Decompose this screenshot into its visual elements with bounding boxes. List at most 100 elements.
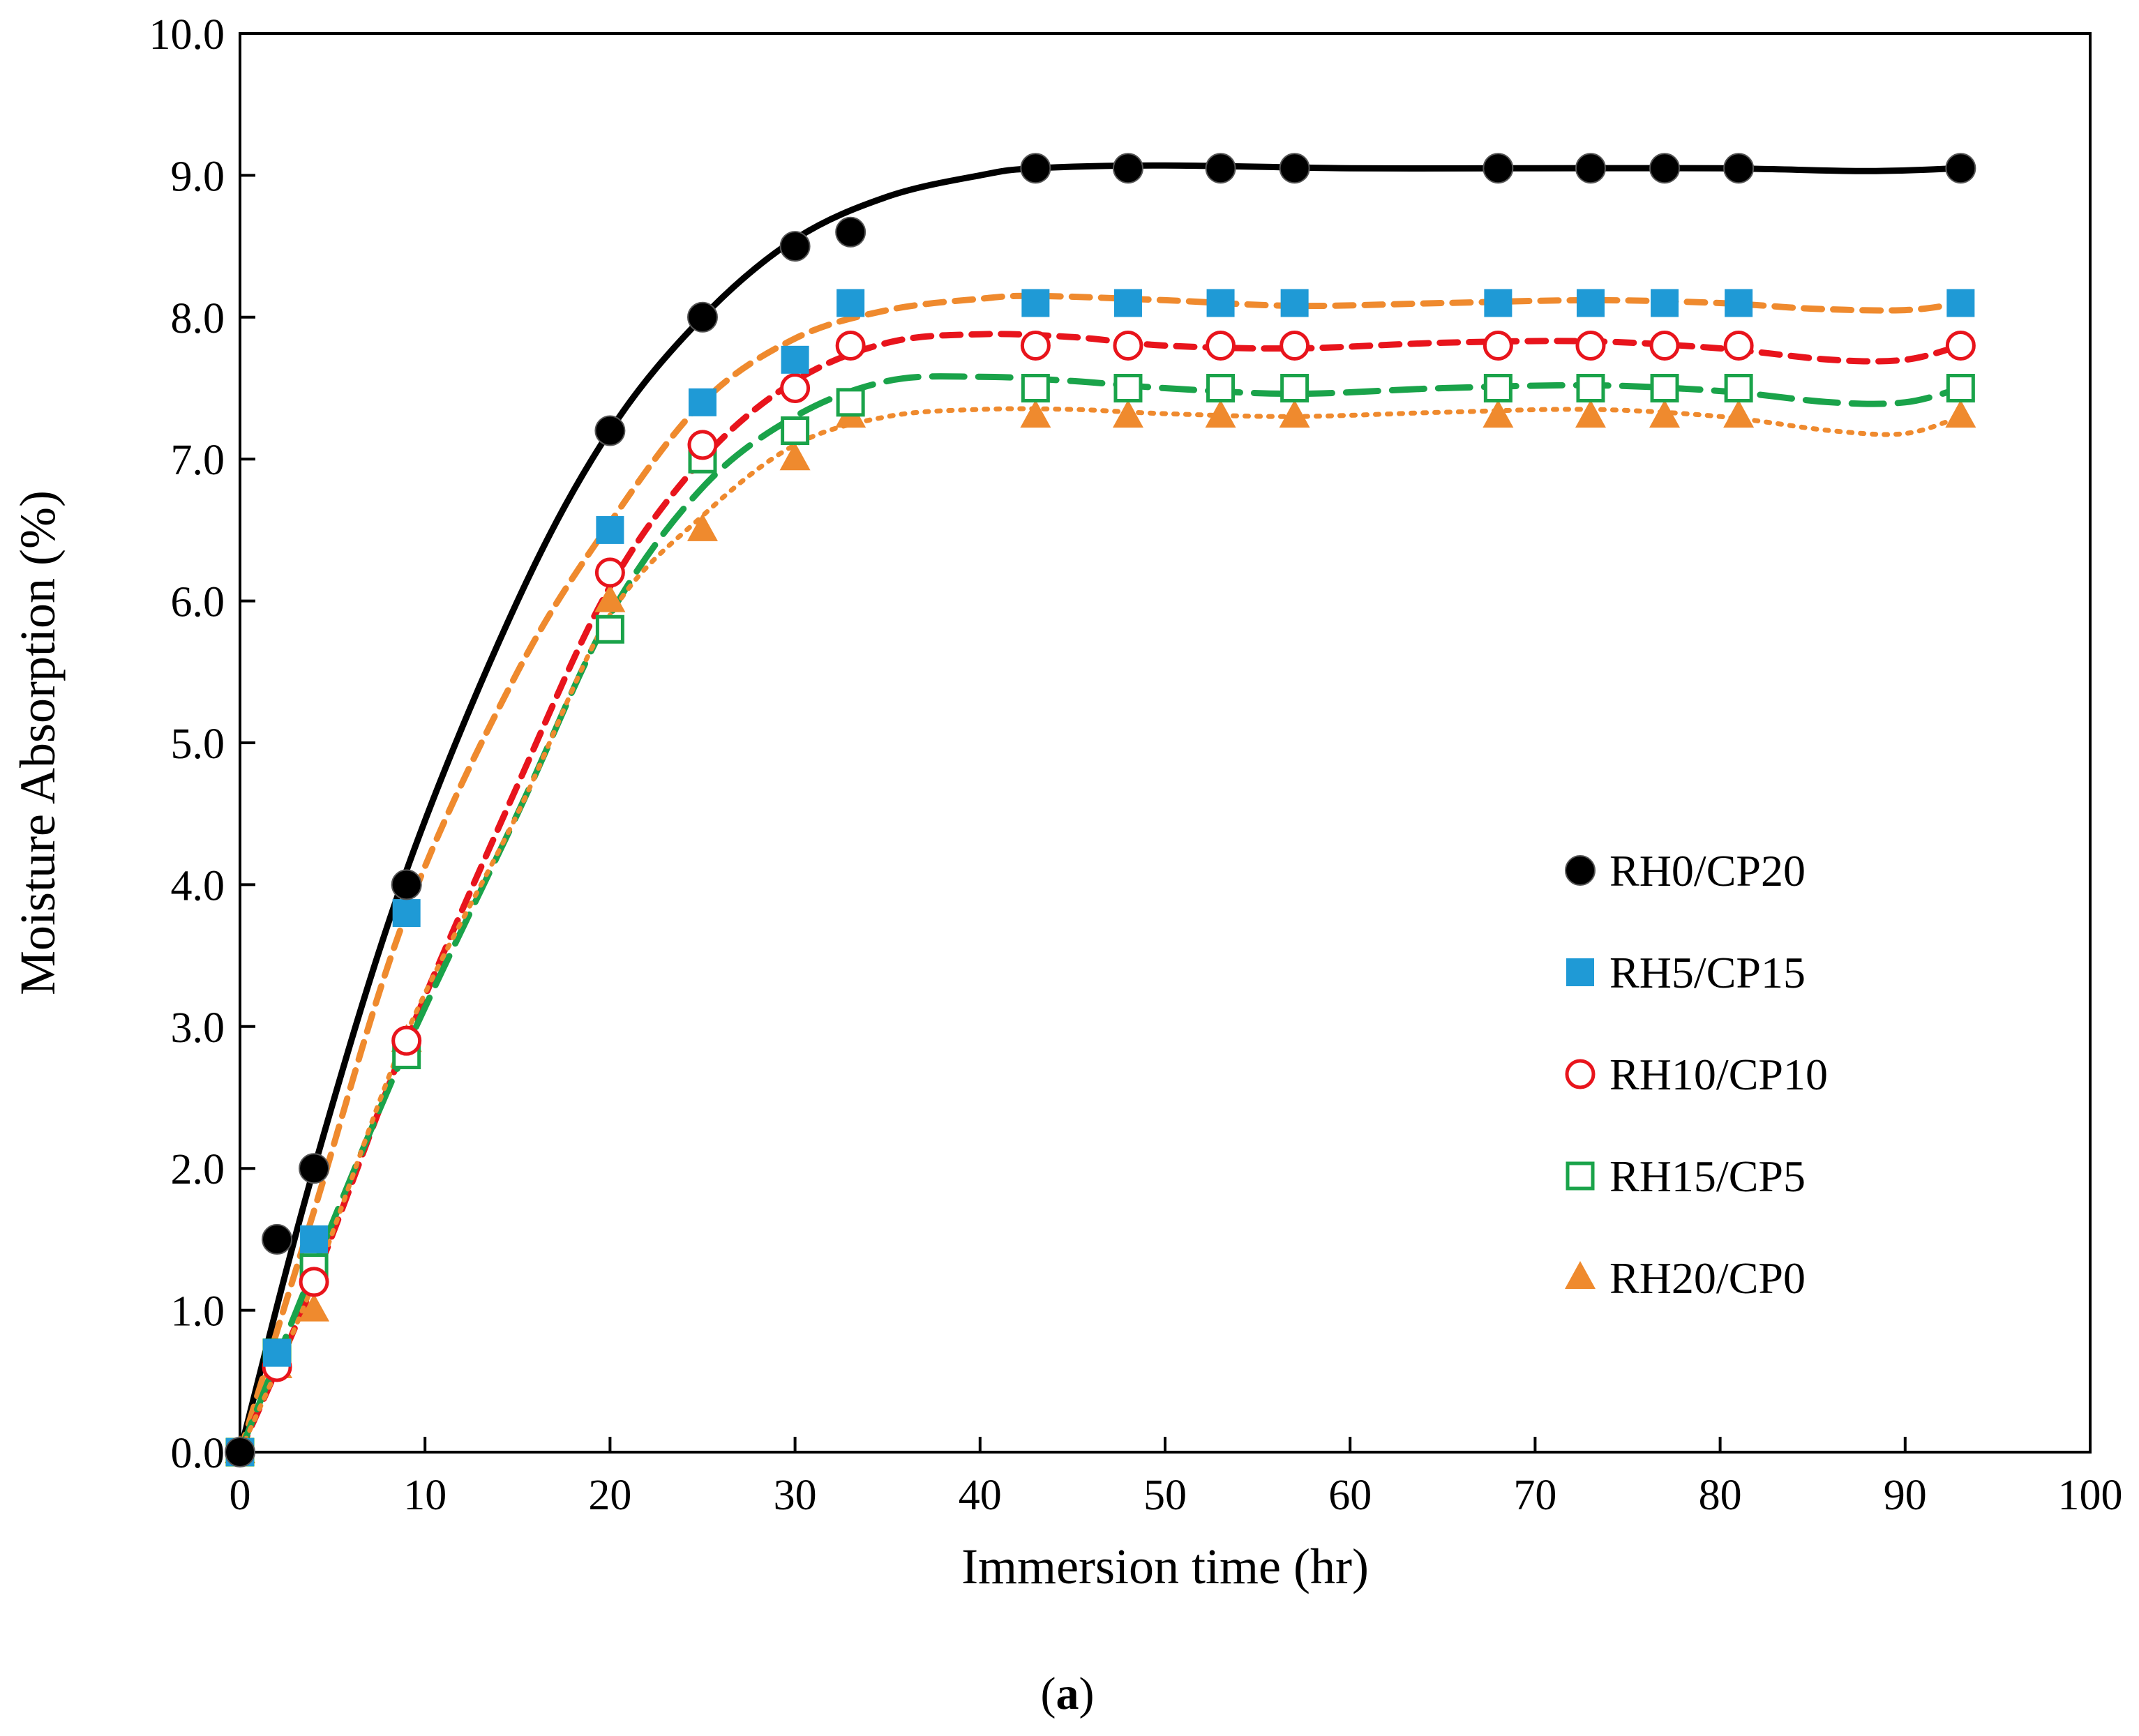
data-point xyxy=(263,1338,292,1367)
x-tick-label: 80 xyxy=(1699,1472,1742,1519)
data-point xyxy=(391,869,422,900)
caption-close: ) xyxy=(1079,1668,1095,1719)
data-point xyxy=(779,442,811,471)
data-point xyxy=(1020,153,1051,184)
legend-label: RH0/CP20 xyxy=(1609,846,1806,896)
data-point xyxy=(1651,289,1679,317)
data-point xyxy=(1279,400,1310,428)
data-point xyxy=(689,388,716,416)
y-tick-label: 2.0 xyxy=(171,1146,225,1193)
legend-item: RH0/CP20 xyxy=(1565,846,1806,896)
series-1-markers xyxy=(226,289,1975,1466)
legend-marker xyxy=(1566,1161,1595,1191)
y-axis: 0.0 1.0 2.0 3.0 4.0 5.0 6.0 7.0 8.0 9.0 10.0 xyxy=(149,11,255,1477)
x-axis-title: Immersion time (hr) xyxy=(961,1539,1369,1594)
y-tick-label: 9.0 xyxy=(171,153,225,200)
data-point xyxy=(1113,330,1143,361)
x-tick-label: 30 xyxy=(774,1472,817,1519)
series-0-markers xyxy=(225,153,1976,1467)
series-3-markers xyxy=(225,374,1975,1467)
data-point xyxy=(687,513,718,541)
caption-letter: a xyxy=(1056,1668,1079,1719)
series-4-markers xyxy=(225,400,1976,1463)
data-point xyxy=(1280,374,1309,402)
data-point xyxy=(1575,400,1606,428)
legend-label: RH10/CP10 xyxy=(1609,1050,1828,1099)
data-point xyxy=(392,899,421,928)
data-point xyxy=(1205,400,1236,428)
data-point xyxy=(1946,374,1975,402)
trendline-series-4 xyxy=(237,406,1963,1455)
data-point xyxy=(1021,289,1050,317)
data-point xyxy=(1483,400,1514,428)
data-point xyxy=(1649,400,1681,428)
data-point xyxy=(835,216,866,248)
data-point xyxy=(391,1025,422,1056)
data-point xyxy=(1649,330,1680,361)
data-point xyxy=(1945,330,1976,361)
data-point xyxy=(594,557,625,588)
data-point xyxy=(1575,330,1606,361)
data-point xyxy=(225,1437,255,1467)
legend-item: RH15/CP5 xyxy=(1566,1152,1806,1201)
y-axis-title: Moisture Absorption (%) xyxy=(10,490,66,995)
x-tick-label: 70 xyxy=(1513,1472,1556,1519)
y-tick-label: 4.0 xyxy=(171,862,225,909)
figure-caption: (a) xyxy=(1041,1668,1095,1719)
data-markers xyxy=(225,153,1976,1467)
x-tick-label: 20 xyxy=(588,1472,631,1519)
data-point xyxy=(1206,330,1236,361)
data-point xyxy=(779,231,811,262)
data-point xyxy=(836,388,865,417)
data-point xyxy=(835,330,866,361)
data-point xyxy=(780,373,811,403)
data-point xyxy=(299,1153,330,1184)
data-point xyxy=(1945,153,1976,184)
data-point xyxy=(1650,374,1679,402)
data-point xyxy=(1946,289,1975,317)
data-point xyxy=(1723,400,1755,428)
data-point xyxy=(1021,374,1050,402)
legend-marker xyxy=(1565,855,1596,886)
y-tick-label: 7.0 xyxy=(171,437,225,484)
data-point xyxy=(262,1223,293,1255)
y-tick-label: 8.0 xyxy=(171,295,225,342)
y-tick-label: 6.0 xyxy=(171,579,225,626)
data-point xyxy=(1483,374,1513,402)
data-point xyxy=(1280,289,1309,317)
data-point xyxy=(781,345,809,374)
data-point xyxy=(594,584,626,612)
data-point xyxy=(1279,153,1310,184)
y-tick-label: 10.0 xyxy=(149,11,225,59)
x-tick-label: 40 xyxy=(959,1472,1002,1519)
y-tick-label: 3.0 xyxy=(171,1004,225,1052)
x-tick-label: 50 xyxy=(1143,1472,1187,1519)
data-point xyxy=(1206,374,1236,402)
data-point xyxy=(1576,289,1605,317)
data-point xyxy=(1483,330,1513,361)
data-point xyxy=(1205,153,1236,184)
legend-item: RH5/CP15 xyxy=(1566,948,1806,997)
x-tick-label: 10 xyxy=(403,1472,446,1519)
y-tick-label: 5.0 xyxy=(171,720,225,768)
legend-label: RH15/CP5 xyxy=(1609,1152,1806,1201)
data-point xyxy=(1724,374,1753,402)
data-point xyxy=(1576,374,1605,402)
data-point xyxy=(1723,330,1754,361)
data-point xyxy=(1483,153,1514,184)
data-point xyxy=(594,415,626,446)
data-point xyxy=(300,1225,329,1253)
data-point xyxy=(1113,289,1142,317)
data-point xyxy=(299,1293,330,1322)
data-point xyxy=(1649,153,1681,184)
data-point xyxy=(1206,289,1235,317)
data-point xyxy=(595,614,624,644)
x-tick-label: 60 xyxy=(1328,1472,1372,1519)
x-tick-label: 90 xyxy=(1884,1472,1927,1519)
data-point xyxy=(1279,330,1310,361)
data-point xyxy=(687,430,718,460)
legend-item: RH10/CP10 xyxy=(1565,1050,1828,1099)
x-tick-label: 100 xyxy=(2058,1472,2123,1519)
x-axis: 0 10 20 30 40 50 60 70 80 90 100 xyxy=(230,1437,2123,1519)
y-tick-label: 0.0 xyxy=(171,1430,225,1477)
